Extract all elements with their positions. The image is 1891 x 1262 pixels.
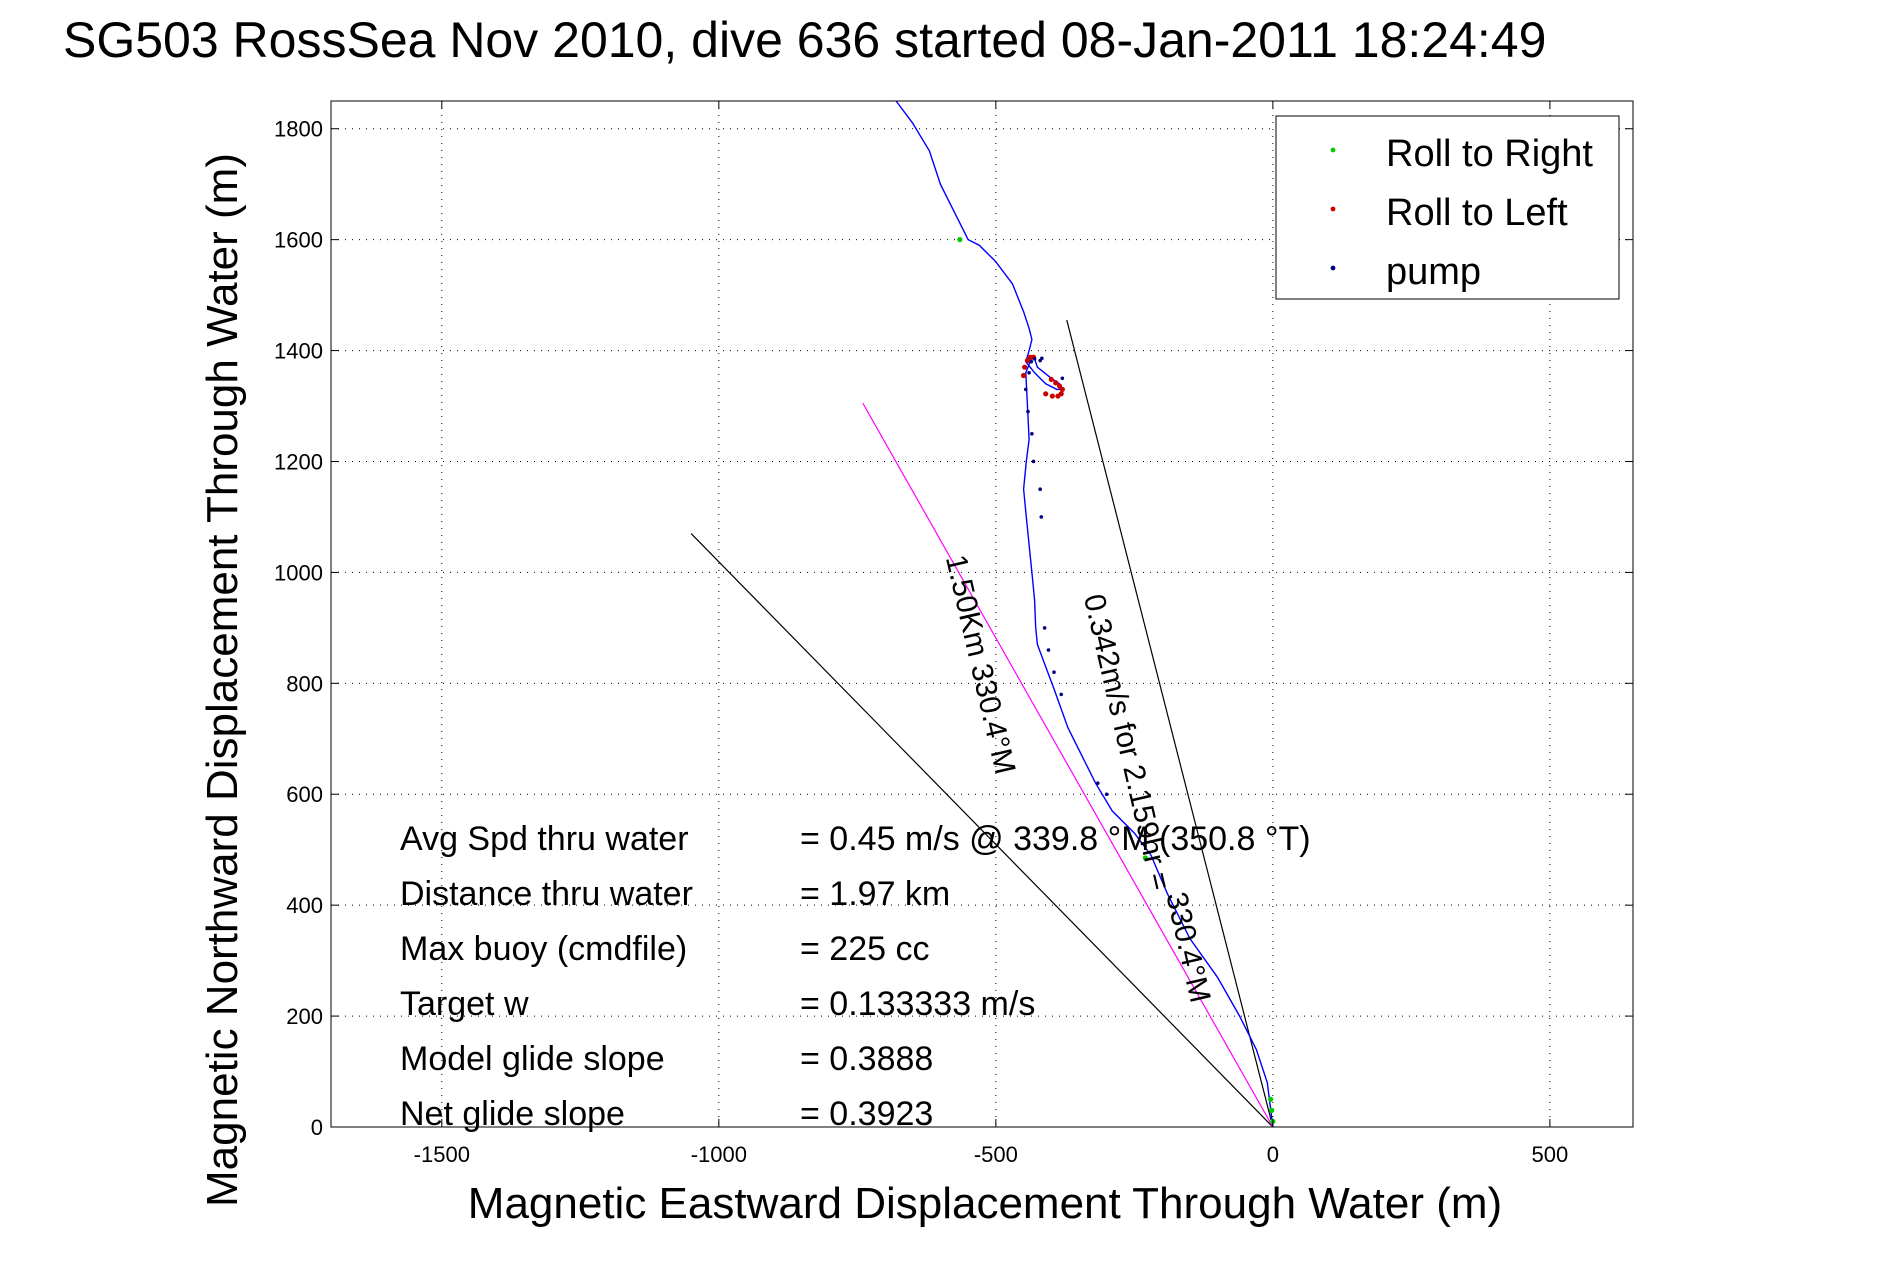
stat-label: Model glide slope bbox=[400, 1040, 665, 1078]
y-axis-label: Magnetic Northward Displacement Through … bbox=[198, 153, 247, 1207]
reference-lines bbox=[690, 319, 1274, 1128]
roll-left-point bbox=[1053, 380, 1059, 386]
x-tick-label: -500 bbox=[974, 1142, 1018, 1167]
roll-left-point bbox=[1055, 393, 1061, 399]
stats-block: Avg Spd thru water = 0.45 m/s @ 339.8 °M … bbox=[400, 820, 1311, 1133]
roll-left-point bbox=[1049, 393, 1055, 399]
pump-point bbox=[1046, 648, 1051, 652]
track-line bbox=[895, 100, 1274, 1128]
y-tick-label: 200 bbox=[286, 1004, 323, 1029]
pump-point bbox=[1042, 626, 1047, 630]
legend-label: Roll to Right bbox=[1386, 133, 1593, 175]
stat-value: = 0.133333 m/s bbox=[800, 985, 1035, 1023]
stat-label: Target w bbox=[400, 985, 529, 1023]
x-tick-label: -1000 bbox=[691, 1142, 747, 1167]
y-tick-label: 800 bbox=[286, 671, 323, 696]
roll-left-point bbox=[1022, 364, 1028, 370]
y-tick-label: 1400 bbox=[274, 339, 323, 364]
reference-line-line_c bbox=[862, 402, 1274, 1128]
y-tick-label: 0 bbox=[311, 1115, 323, 1140]
pump-point bbox=[1040, 356, 1044, 361]
pump-point bbox=[1095, 781, 1100, 785]
roll-left-point bbox=[1020, 372, 1027, 379]
pump-point bbox=[1104, 792, 1109, 797]
reference-line-line_a bbox=[690, 533, 1274, 1128]
roll-left-point bbox=[1048, 376, 1054, 383]
pump-point bbox=[1029, 359, 1034, 364]
track-layer bbox=[895, 100, 1274, 1128]
roll-right-point bbox=[1269, 1107, 1275, 1113]
x-tick-label: -1500 bbox=[414, 1142, 470, 1167]
stat-label: Distance thru water bbox=[400, 875, 693, 913]
pump-point bbox=[1023, 387, 1028, 392]
pump-point bbox=[1026, 409, 1030, 414]
chart-title: SG503 RossSea Nov 2010, dive 636 started… bbox=[63, 12, 1546, 68]
legend-marker bbox=[1330, 147, 1336, 153]
stat-value: = 0.3923 bbox=[800, 1095, 933, 1133]
stat-value: = 225 cc bbox=[800, 930, 929, 968]
x-tick-label: 500 bbox=[1532, 1142, 1569, 1167]
plot-frame bbox=[330, 100, 1634, 1128]
reference-line-line_b bbox=[1066, 319, 1274, 1128]
stat-value: = 0.3888 bbox=[800, 1040, 933, 1078]
pump-point bbox=[1059, 692, 1064, 697]
roll-right-point bbox=[1142, 855, 1149, 861]
roll-right-point bbox=[1268, 1096, 1274, 1102]
y-tick-label: 400 bbox=[286, 893, 323, 918]
pump-point bbox=[1032, 357, 1037, 361]
stat-label: Max buoy (cmdfile) bbox=[400, 930, 687, 968]
stat-label: Net glide slope bbox=[400, 1095, 625, 1133]
axis-ticks: -1500 -1000 -500 0 500 0 200 400 600 800 1000 1200 1… bbox=[274, 101, 1633, 1167]
x-tick-label: 0 bbox=[1267, 1142, 1279, 1167]
legend-label: Roll to Left bbox=[1386, 192, 1568, 234]
legend-label: pump bbox=[1386, 251, 1481, 293]
roll-left-point bbox=[1059, 386, 1065, 392]
pump-point bbox=[1031, 459, 1036, 464]
y-tick-label: 1200 bbox=[274, 449, 323, 474]
roll-left-point bbox=[1043, 391, 1049, 397]
stat-value: = 0.45 m/s @ 339.8 °M (350.8 °T) bbox=[800, 820, 1311, 858]
y-tick-label: 600 bbox=[286, 782, 323, 807]
marker-points bbox=[957, 237, 1276, 1125]
pump-point bbox=[1060, 376, 1065, 381]
pump-point bbox=[1038, 487, 1042, 492]
y-tick-label: 1600 bbox=[274, 228, 323, 253]
stat-label: Avg Spd thru water bbox=[400, 820, 689, 858]
pump-point bbox=[1030, 431, 1034, 436]
legend-marker bbox=[1330, 206, 1336, 212]
pump-point bbox=[1027, 370, 1031, 375]
pump-point bbox=[1052, 670, 1056, 675]
y-tick-label: 1800 bbox=[274, 117, 323, 142]
legend-marker bbox=[1330, 265, 1336, 271]
roll-right-point bbox=[957, 237, 963, 243]
x-axis-label: Magnetic Eastward Displacement Through W… bbox=[468, 1179, 1502, 1228]
y-tick-label: 1000 bbox=[274, 560, 323, 585]
pump-point bbox=[1039, 515, 1044, 519]
legend[interactable]: Roll to Right Roll to Left pump bbox=[1275, 115, 1620, 300]
stat-value: = 1.97 km bbox=[800, 875, 950, 913]
